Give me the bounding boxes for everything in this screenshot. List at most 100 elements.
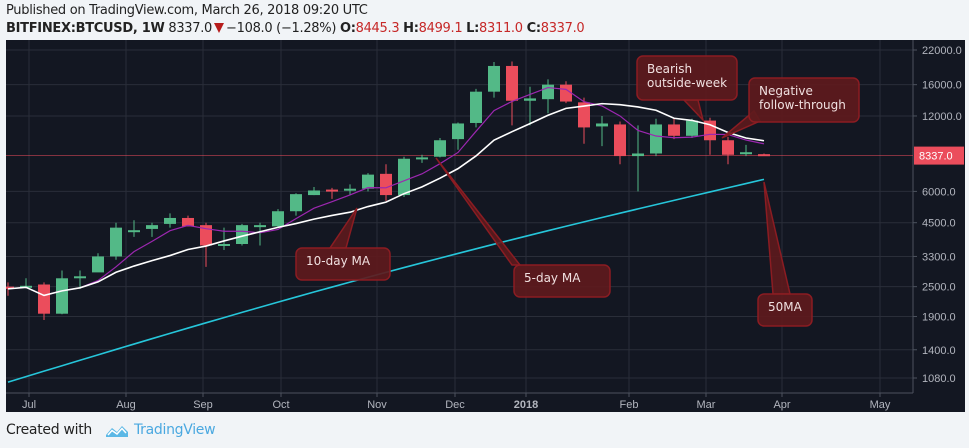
candle-up <box>290 194 302 212</box>
candle-up <box>164 217 176 224</box>
candle-down <box>560 84 572 102</box>
candle-up <box>542 84 554 100</box>
price-tick-label: 1900.0 <box>922 312 956 324</box>
candle-up <box>74 276 86 279</box>
low-value: 8311.0 <box>479 21 523 36</box>
candle-up <box>686 120 698 136</box>
candle-up <box>146 225 158 229</box>
callout-10day-ma-text: 10-day MA <box>306 254 371 268</box>
time-tick-label: Mar <box>697 399 716 411</box>
callout-bearish-outside-week-pointer <box>682 99 705 123</box>
price-tick-label: 3300.0 <box>922 251 956 263</box>
tradingview-logo-icon <box>105 426 128 437</box>
callout-negative-follow-through-text: follow-through <box>759 98 846 112</box>
candle-up <box>110 227 122 257</box>
price-tick-label: 4500.0 <box>922 218 956 230</box>
callout-negative-follow-through-box <box>748 77 860 123</box>
open-value: 8445.3 <box>355 21 400 36</box>
candle-up <box>344 188 356 191</box>
low-label: L: <box>466 21 480 36</box>
price-change: −108.0 (−1.28%) <box>226 21 337 36</box>
candle-up <box>254 225 266 228</box>
ma10-line <box>7 102 765 297</box>
candle-up <box>452 123 464 140</box>
footer: Created with TradingView <box>6 422 216 438</box>
price-tick-label: 12000.0 <box>922 111 962 123</box>
time-tick-label: 2018 <box>514 399 538 411</box>
high-value: 8499.1 <box>418 21 463 36</box>
symbol-name: BITFINEX:BTCUSD, 1W <box>6 21 165 36</box>
time-tick-label: Sep <box>193 399 213 411</box>
callout-50ma-text: 50MA <box>768 300 803 314</box>
time-tick-label: Aug <box>116 399 136 411</box>
candle-up <box>362 174 374 189</box>
candle-down <box>326 189 338 192</box>
candle-down <box>758 154 770 157</box>
last-price-badge <box>914 146 964 165</box>
candle-up <box>650 124 662 154</box>
callout-5day-ma-box <box>513 264 611 298</box>
price-tick-label: 2500.0 <box>922 282 956 294</box>
callout-bearish-outside-week-text: outside-week <box>647 76 727 90</box>
candle-down <box>6 286 14 289</box>
candle-up <box>632 153 644 157</box>
callout-negative-follow-through-text: Negative <box>759 84 813 98</box>
candle-up <box>128 230 140 233</box>
last-price: 8337.0 <box>168 21 213 36</box>
candle-down <box>506 65 518 101</box>
time-tick-label: Feb <box>620 399 639 411</box>
candle-up <box>524 98 536 101</box>
callout-10day-ma-box <box>295 247 391 281</box>
high-label: H: <box>403 21 419 36</box>
candle-up <box>740 152 752 155</box>
time-tick-label: Apr <box>773 399 790 411</box>
last-price-badge-label: 8337.0 <box>919 151 953 163</box>
candle-up <box>416 157 428 160</box>
candle-up <box>218 243 230 246</box>
ma50-line <box>7 178 765 383</box>
close-label: C: <box>526 21 541 36</box>
tradingview-link[interactable]: TradingView <box>133 422 216 438</box>
candle-up <box>488 65 500 92</box>
symbol-line: BITFINEX:BTCUSD, 1W 8337.0 −108.0 (−1.28%… <box>6 21 585 36</box>
ma5-line <box>7 86 765 297</box>
open-label: O: <box>339 21 356 36</box>
candle-up <box>92 256 104 273</box>
candle-up <box>56 278 68 314</box>
candle-down <box>722 140 734 155</box>
created-with-label: Created with <box>6 422 92 438</box>
time-tick-label: Dec <box>445 399 465 411</box>
candle-down <box>38 284 50 314</box>
candle-up <box>470 91 482 123</box>
callout-50ma-box <box>757 293 813 327</box>
candle-up <box>272 211 284 227</box>
published-line: Published on TradingView.com, March 26, … <box>6 3 368 18</box>
callout-bearish-outside-week-text: Bearish <box>647 62 692 76</box>
time-tick-label: Nov <box>367 399 387 411</box>
candle-down <box>668 124 680 136</box>
price-chart[interactable]: 22000.0 16000.0 12000.0 6000.0 4500.0 3300.0 2… <box>6 40 965 412</box>
callout-50ma-pointer <box>763 181 791 295</box>
price-tick-label: 1080.0 <box>922 373 956 385</box>
candle-down <box>380 173 392 196</box>
callout-5day-ma-text: 5-day MA <box>524 271 581 285</box>
candle-down <box>182 217 194 227</box>
time-tick-label: May <box>870 399 891 411</box>
candle-up <box>236 225 248 244</box>
chart-canvas[interactable]: 22000.0 16000.0 12000.0 6000.0 4500.0 3300.0 2… <box>6 40 965 412</box>
candle-down <box>614 124 626 157</box>
close-value: 8337.0 <box>540 21 585 36</box>
candle-up <box>596 123 608 127</box>
candle-up <box>434 140 446 157</box>
callout-bearish-outside-week-box <box>636 55 738 101</box>
candle-down <box>578 102 590 128</box>
price-tick-label: 6000.0 <box>922 186 956 198</box>
time-tick-label: Oct <box>272 399 289 411</box>
candle-up <box>308 190 320 196</box>
price-tick-label: 1400.0 <box>922 345 956 357</box>
candle-up <box>398 158 410 196</box>
down-arrow-icon <box>214 23 225 33</box>
price-tick-label: 22000.0 <box>922 45 962 57</box>
price-tick-label: 16000.0 <box>922 80 962 92</box>
time-tick-label: Jul <box>22 399 36 411</box>
